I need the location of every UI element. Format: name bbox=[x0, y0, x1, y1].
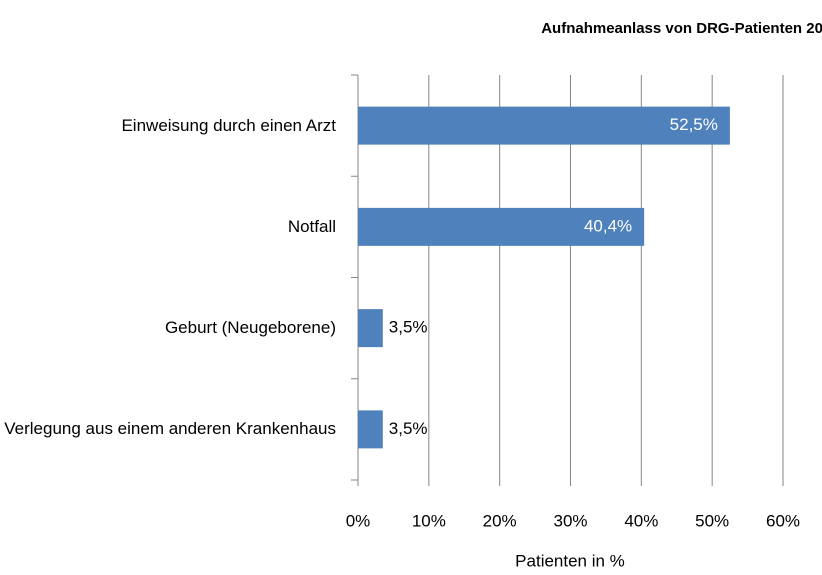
y-tick-label: Geburt (Neugeborene) bbox=[164, 318, 336, 338]
y-tick-label: Einweisung durch einen Arzt bbox=[121, 115, 336, 135]
x-axis-title: Patienten in % bbox=[515, 551, 625, 570]
value-label: 52,5% bbox=[670, 115, 718, 134]
bar bbox=[358, 309, 383, 348]
bar bbox=[358, 207, 645, 246]
value-label: 3,5% bbox=[389, 318, 428, 337]
x-tick-label: 50% bbox=[695, 511, 729, 530]
x-tick-label: 40% bbox=[624, 511, 658, 530]
value-label: 40,4% bbox=[584, 216, 632, 235]
value-label: 3,5% bbox=[389, 419, 428, 438]
x-tick-label: 0% bbox=[346, 511, 371, 530]
y-tick-label: Verlegung aus einem anderen Krankenhaus bbox=[4, 419, 336, 439]
x-tick-label: 10% bbox=[412, 511, 446, 530]
x-tick-label: 30% bbox=[553, 511, 587, 530]
x-tick-label: 60% bbox=[766, 511, 800, 530]
x-tick-label: 20% bbox=[483, 511, 517, 530]
bar bbox=[358, 410, 383, 449]
y-tick-label: Notfall bbox=[287, 216, 336, 236]
chart-title: Aufnahmeanlass von DRG-Patienten 2011 bbox=[541, 20, 822, 37]
bar bbox=[358, 106, 730, 145]
